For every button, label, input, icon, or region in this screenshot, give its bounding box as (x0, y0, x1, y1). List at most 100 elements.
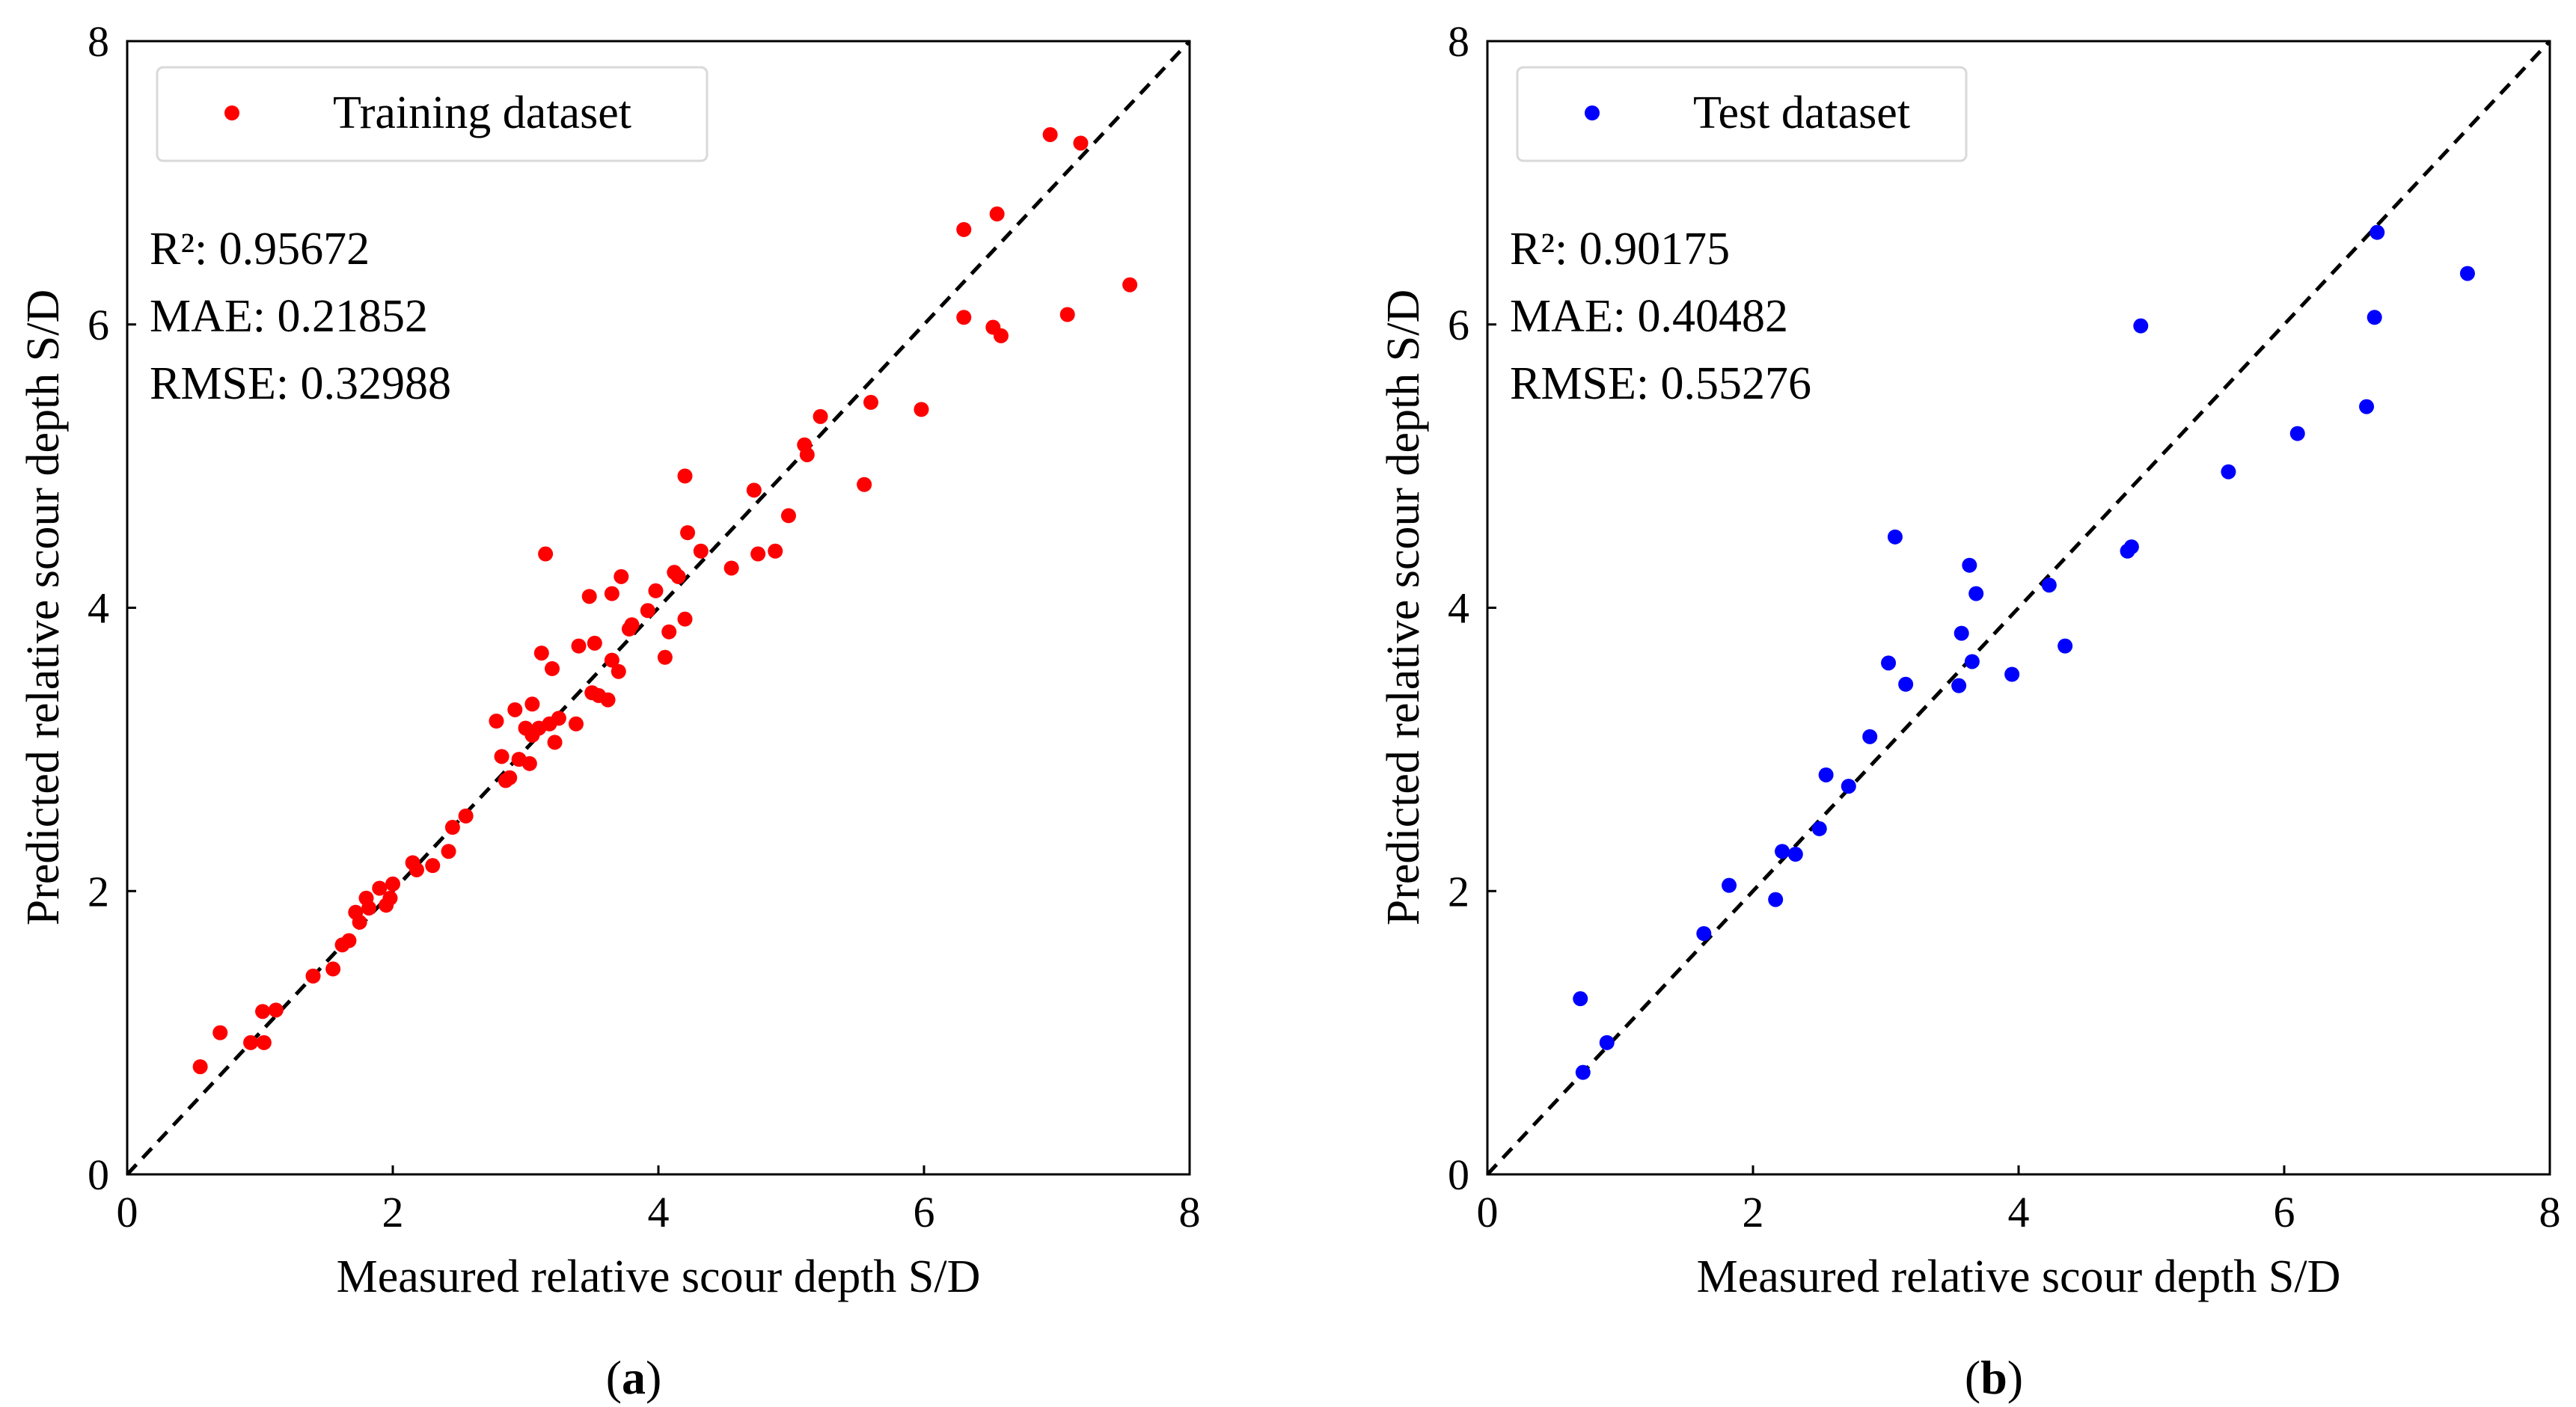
data-point (1775, 844, 1790, 859)
panel-letter: a (622, 1351, 646, 1404)
data-point (768, 543, 783, 559)
data-point (385, 876, 400, 892)
data-point (545, 660, 560, 676)
metric-r2: R²: 0.95672 (150, 224, 370, 275)
y-tick-label: 2 (88, 867, 109, 916)
metric-rmse: RMSE: 0.55276 (1510, 358, 1811, 409)
data-point (1573, 991, 1588, 1007)
data-point (2041, 577, 2057, 593)
x-tick-label: 4 (648, 1188, 670, 1236)
data-point (1122, 277, 1138, 292)
y-axis-label: Predicted relative scour depth S/D (1378, 289, 1429, 926)
data-point (677, 611, 693, 627)
x-tick-label: 6 (914, 1188, 935, 1236)
y-tick-label: 4 (1448, 584, 1469, 633)
metric-mae: MAE: 0.40482 (1510, 291, 1788, 342)
data-point (372, 880, 388, 896)
data-point (581, 589, 597, 604)
data-point (2370, 224, 2385, 240)
metric-rmse: RMSE: 0.32988 (150, 358, 451, 409)
data-point (677, 468, 693, 484)
data-point (2058, 638, 2073, 654)
data-point (657, 649, 673, 665)
data-point (1898, 676, 1914, 692)
data-point (361, 900, 377, 916)
data-point (2459, 266, 2475, 281)
data-point (661, 624, 677, 640)
y-axis-label: Predicted relative scour depth S/D (18, 289, 69, 926)
data-point (587, 635, 602, 651)
data-point (256, 1034, 272, 1050)
data-point (382, 890, 398, 906)
data-point (1042, 126, 1058, 142)
y-tick-label: 8 (1448, 17, 1469, 66)
identity-reference-line (1486, 40, 2551, 1176)
data-point (624, 617, 640, 633)
data-point (305, 968, 321, 984)
data-point (1962, 557, 1977, 573)
data-point (2221, 464, 2236, 479)
data-point (441, 844, 456, 859)
data-point (341, 933, 357, 948)
data-point (2133, 318, 2149, 334)
data-point (723, 560, 739, 576)
x-axis-label: Measured relative scour depth S/D (337, 1251, 981, 1302)
data-points (1573, 224, 2475, 1080)
axis-ticks: 0 2 4 6 8 0 2 4 6 8 (1448, 17, 2561, 1236)
data-point (1811, 821, 1827, 836)
x-tick-label: 2 (1743, 1188, 1764, 1236)
data-point (857, 476, 872, 492)
data-point (2004, 666, 2020, 682)
legend-label: Training dataset (333, 88, 631, 138)
data-point (444, 820, 460, 836)
metric-mae: MAE: 0.21852 (150, 291, 428, 342)
data-point (325, 961, 341, 977)
data-point (600, 692, 616, 708)
y-tick-label: 6 (88, 301, 109, 349)
data-point (680, 525, 696, 541)
data-point (813, 408, 828, 424)
data-point (989, 206, 1005, 222)
identity-reference-line (126, 40, 1191, 1176)
data-point (1696, 926, 1712, 942)
data-point (2359, 399, 2375, 414)
data-point (533, 646, 549, 661)
data-point (750, 546, 766, 562)
data-point (494, 749, 510, 764)
y-tick-label: 0 (88, 1150, 109, 1199)
data-point (648, 583, 664, 598)
panel-letter: b (1980, 1351, 2007, 1404)
data-point (1818, 767, 1834, 782)
data-point (502, 770, 518, 785)
metric-r2: R²: 0.90175 (1510, 224, 1730, 275)
panel-label: (b) (1965, 1351, 2023, 1404)
data-point (352, 914, 367, 930)
data-point (2123, 539, 2139, 555)
panel-b: 0 2 4 6 8 0 2 4 6 8 Test dataset R²: 0.90175 MAE:… (1378, 17, 2561, 1404)
data-point (780, 508, 796, 524)
y-tick-label: 6 (1448, 301, 1469, 349)
x-tick-label: 8 (2539, 1188, 2561, 1236)
legend-marker (224, 105, 239, 120)
data-point (1887, 529, 1903, 545)
data-point (1722, 877, 1737, 893)
data-point (1954, 625, 1969, 641)
data-point (538, 546, 554, 562)
data-point (1073, 135, 1089, 151)
data-point (551, 711, 566, 726)
x-tick-label: 0 (117, 1188, 138, 1236)
data-point (507, 702, 523, 717)
data-point (192, 1059, 208, 1075)
data-point (268, 1002, 284, 1018)
legend-box (1516, 66, 1968, 162)
panel-label: (a) (606, 1351, 662, 1404)
y-tick-label: 4 (88, 584, 109, 633)
data-point (799, 447, 815, 462)
data-point (746, 482, 762, 498)
data-point (2367, 310, 2382, 325)
data-point (693, 543, 709, 559)
data-point (458, 808, 474, 824)
data-point (489, 714, 504, 729)
